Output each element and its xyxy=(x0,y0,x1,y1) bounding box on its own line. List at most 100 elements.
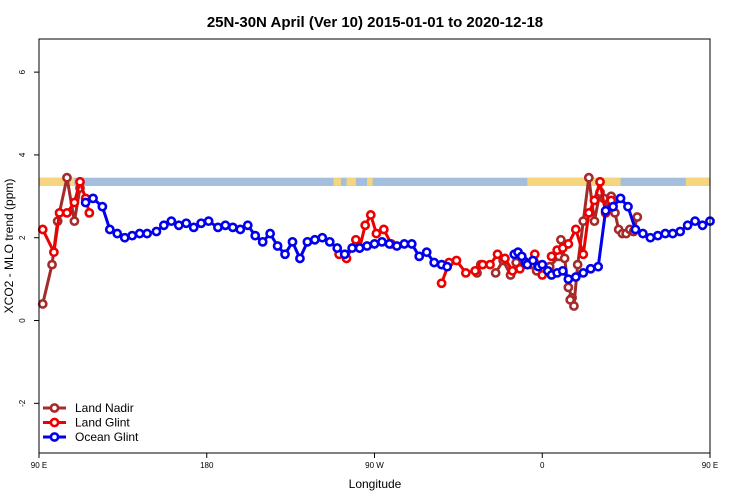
data-point xyxy=(54,207,65,218)
data-point xyxy=(49,247,59,258)
data-point xyxy=(460,268,471,278)
data-point xyxy=(272,241,283,251)
series-line-0-0 xyxy=(41,176,82,305)
x-tick-label: 180 xyxy=(200,461,214,470)
land-span-5 xyxy=(685,177,710,186)
data-point xyxy=(112,228,123,239)
data-point xyxy=(257,236,268,247)
data-point xyxy=(88,193,98,204)
data-point xyxy=(280,249,290,260)
data-point xyxy=(339,249,350,260)
data-point xyxy=(429,257,440,268)
data-point xyxy=(384,239,395,249)
data-point xyxy=(362,241,372,251)
data-point xyxy=(196,218,207,229)
x-tick-label: 0 xyxy=(540,461,545,470)
data-point xyxy=(75,176,85,187)
data-point xyxy=(354,243,365,253)
data-point xyxy=(595,176,605,187)
data-point xyxy=(492,249,503,260)
legend-label: Ocean Glint xyxy=(75,430,139,444)
data-point xyxy=(302,236,313,247)
data-point xyxy=(477,259,488,270)
data-point xyxy=(537,259,548,270)
data-point xyxy=(578,268,589,278)
data-point xyxy=(173,220,184,231)
land-span-4 xyxy=(527,177,621,186)
data-point xyxy=(378,224,389,235)
x-tick-label: 90 E xyxy=(702,461,718,470)
data-point xyxy=(563,239,574,249)
data-point xyxy=(697,220,708,231)
data-point xyxy=(593,261,604,272)
land-mask-band xyxy=(39,177,710,186)
data-point xyxy=(242,220,253,231)
legend-item: Ocean Glint xyxy=(43,430,139,444)
data-point xyxy=(47,259,57,270)
land-span-3 xyxy=(367,177,373,186)
data-point xyxy=(80,197,91,208)
data-point xyxy=(638,228,648,239)
x-tick-label: 90 E xyxy=(31,461,47,470)
legend-label: Land Glint xyxy=(75,416,130,430)
data-point xyxy=(436,278,447,289)
data-point xyxy=(630,224,641,235)
data-point xyxy=(578,216,589,227)
data-point xyxy=(578,249,589,260)
data-point xyxy=(675,226,686,237)
series-layer xyxy=(37,172,715,311)
data-point xyxy=(442,261,453,272)
data-point xyxy=(667,228,678,239)
y-axis-label: XCO2 - MLO trend (ppm) xyxy=(2,179,16,314)
data-point xyxy=(570,224,581,235)
y-tick-label: 6 xyxy=(18,69,27,74)
data-point xyxy=(295,253,305,264)
data-point xyxy=(507,265,518,276)
data-point xyxy=(69,197,80,208)
data-point xyxy=(188,222,199,233)
data-point xyxy=(220,220,231,231)
x-axis-label: Longitude xyxy=(349,477,402,491)
data-point xyxy=(62,172,72,183)
data-point xyxy=(324,236,335,247)
data-point xyxy=(317,232,328,243)
data-point xyxy=(134,228,145,239)
data-point xyxy=(69,216,80,227)
data-point xyxy=(563,274,574,285)
data-point xyxy=(470,265,481,276)
data-point xyxy=(235,224,246,235)
data-point xyxy=(62,207,72,218)
data-point xyxy=(652,230,663,241)
land-span-2 xyxy=(346,177,356,186)
data-point xyxy=(682,220,693,231)
data-point xyxy=(645,232,656,243)
data-point xyxy=(158,220,169,231)
data-point xyxy=(371,228,382,239)
data-point xyxy=(485,259,495,270)
data-point xyxy=(350,234,361,245)
legend-swatch-marker xyxy=(49,432,60,442)
legend-swatch-marker xyxy=(49,417,60,428)
data-point xyxy=(365,210,376,220)
data-point xyxy=(287,236,298,247)
data-point xyxy=(84,207,95,218)
data-point xyxy=(265,228,276,239)
data-point xyxy=(563,282,574,293)
data-point xyxy=(555,234,566,245)
data-point xyxy=(546,251,557,262)
data-point xyxy=(572,259,583,270)
y-tick-label: 4 xyxy=(18,152,27,157)
y-tick-label: 2 xyxy=(18,235,27,240)
data-point xyxy=(421,247,432,258)
ocean-band xyxy=(39,177,710,186)
data-point xyxy=(142,228,153,239)
data-point xyxy=(559,253,570,264)
legend-item: Land Nadir xyxy=(43,401,134,415)
land-span-0 xyxy=(39,177,75,186)
land-span-1 xyxy=(333,177,341,186)
legend-item: Land Glint xyxy=(43,416,130,430)
legend-swatch-marker xyxy=(49,403,60,413)
y-tick-label: 0 xyxy=(18,318,27,323)
